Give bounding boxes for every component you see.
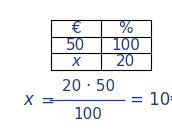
Text: = 10€: = 10€ — [130, 91, 172, 109]
Text: $x$: $x$ — [23, 91, 35, 109]
Text: 20: 20 — [116, 54, 135, 69]
Text: €: € — [71, 21, 81, 36]
Text: $=$: $=$ — [37, 91, 54, 109]
Text: x: x — [71, 54, 80, 69]
Text: %: % — [119, 21, 133, 36]
Text: 50: 50 — [66, 38, 85, 53]
Text: 100: 100 — [74, 107, 103, 122]
Text: 20 · 50: 20 · 50 — [62, 79, 115, 94]
Text: 100: 100 — [111, 38, 140, 53]
